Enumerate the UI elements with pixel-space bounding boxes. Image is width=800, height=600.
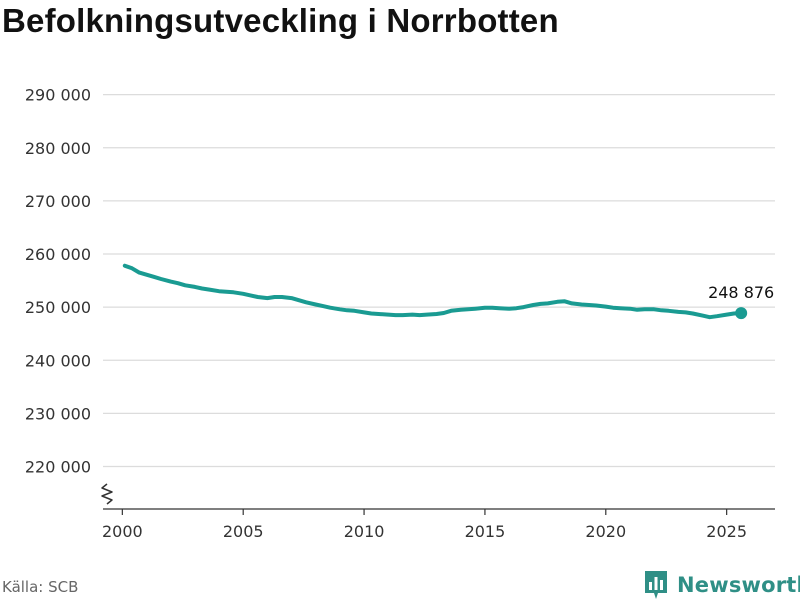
- y-tick-label: 220 000: [25, 458, 91, 477]
- x-tick-label: 2005: [223, 522, 264, 541]
- y-tick-label: 260 000: [25, 245, 91, 264]
- y-tick-label: 230 000: [25, 404, 91, 423]
- source-note: Källa: SCB: [2, 578, 79, 596]
- axis-break-icon: [101, 483, 113, 505]
- x-tick-label: 2000: [102, 522, 143, 541]
- series-line: [122, 263, 744, 320]
- x-tick-label: 2015: [465, 522, 506, 541]
- y-tick-label: 270 000: [25, 192, 91, 211]
- last-value-marker: [735, 307, 748, 320]
- x-tick-label: 2025: [706, 522, 747, 541]
- brand-name: Newsworthy: [677, 573, 800, 597]
- newsworthy-bar-logo-icon: [645, 571, 667, 599]
- y-tick-label: 280 000: [25, 139, 91, 158]
- y-tick-label: 250 000: [25, 298, 91, 317]
- brand-logo[interactable]: Newsworthy: [643, 569, 800, 600]
- y-tick-label: 240 000: [25, 351, 91, 370]
- chart-title: Befolkningsutveckling i Norrbotten: [2, 2, 559, 39]
- y-tick-label: 290 000: [25, 86, 91, 105]
- x-tick-label: 2020: [585, 522, 626, 541]
- x-tick-label: 2010: [344, 522, 385, 541]
- last-value-label: 248 876: [708, 283, 774, 302]
- line-chart: 220 000 230 000 240 000 250 000 260 000 270 0…: [25, 86, 775, 541]
